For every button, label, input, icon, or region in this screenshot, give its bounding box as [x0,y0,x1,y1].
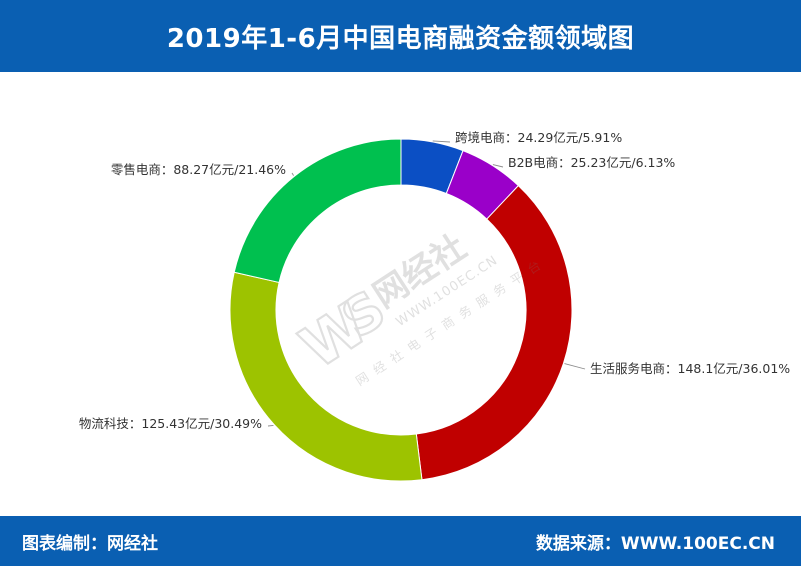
chart-area: 跨境电商：24.29亿元/5.91% B2B电商：25.23亿元/6.13% 生活服… [0,72,801,516]
slice-3 [415,184,573,481]
data-label-1: 跨境电商：24.29亿元/5.91% [455,130,622,145]
leader-line-1 [432,140,451,143]
chart-credit: 图表编制：网经社 [22,534,158,554]
donut-slices [229,138,573,482]
data-label-4: 物流科技：125.43亿元/30.49% [79,416,262,431]
leader-line-5 [291,172,295,176]
page-title: 2019年1-6月中国电商融资金额领域图 [166,23,635,54]
slice-4 [229,271,423,482]
header-bar: 2019年1-6月中国电商融资金额领域图 [0,0,801,72]
leader-line-4 [267,424,274,427]
donut-chart: 跨境电商：24.29亿元/5.91% B2B电商：25.23亿元/6.13% 生活服… [79,130,790,482]
data-labels: 跨境电商：24.29亿元/5.91% B2B电商：25.23亿元/6.13% 生活服… [79,130,790,431]
leader-line-2 [492,164,504,168]
data-source: 数据来源：WWW.100EC.CN [535,534,775,554]
data-label-3: 生活服务电商：148.1亿元/36.01% [590,361,790,376]
data-label-5: 零售电商：88.27亿元/21.46% [111,162,286,177]
label-leader-lines [267,140,586,427]
data-label-2: B2B电商：25.23亿元/6.13% [508,155,675,170]
leader-line-3 [564,363,586,370]
slice-5 [233,138,402,284]
footer-bar: 图表编制：网经社 数据来源：WWW.100EC.CN [0,516,801,566]
